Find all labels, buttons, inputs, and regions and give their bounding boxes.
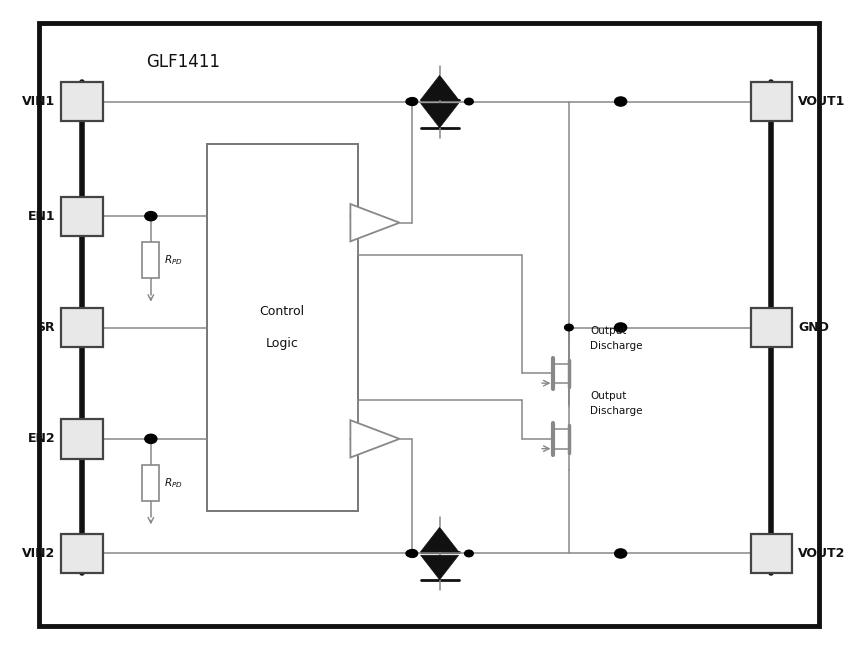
Bar	[61, 196, 102, 236]
Circle shape	[406, 98, 414, 105]
Circle shape	[464, 550, 473, 557]
Bar	[142, 242, 159, 278]
Text: SR: SR	[36, 321, 55, 334]
Polygon shape	[420, 75, 458, 100]
Text: Output: Output	[590, 391, 626, 402]
Text: VOUT1: VOUT1	[797, 95, 845, 108]
Bar	[750, 308, 791, 347]
Circle shape	[614, 323, 626, 332]
Text: Discharge: Discharge	[590, 341, 642, 351]
Text: VIN2: VIN2	[22, 547, 55, 560]
Polygon shape	[420, 103, 458, 128]
Bar	[750, 82, 791, 121]
Bar	[750, 534, 791, 573]
Text: GLF1411: GLF1411	[146, 53, 220, 71]
Circle shape	[406, 550, 418, 557]
Circle shape	[564, 324, 573, 331]
Circle shape	[614, 549, 626, 558]
Circle shape	[464, 98, 473, 105]
Bar	[61, 308, 102, 347]
Bar	[61, 419, 102, 458]
Bar	[61, 534, 102, 573]
Circle shape	[145, 212, 157, 221]
Text: $R_{PD}$: $R_{PD}$	[164, 253, 183, 267]
Text: Logic: Logic	[265, 337, 299, 350]
Bar	[207, 144, 357, 511]
Bar	[61, 82, 102, 121]
Text: VIN1: VIN1	[22, 95, 55, 108]
Polygon shape	[350, 421, 399, 457]
Text: EN2: EN2	[28, 432, 55, 445]
Text: Control: Control	[259, 305, 305, 318]
Text: GND: GND	[797, 321, 828, 334]
Text: Discharge: Discharge	[590, 406, 642, 417]
Text: VOUT2: VOUT2	[797, 547, 845, 560]
Polygon shape	[420, 555, 458, 580]
Circle shape	[614, 97, 626, 106]
Text: EN1: EN1	[28, 210, 55, 223]
Circle shape	[145, 434, 157, 443]
Circle shape	[406, 550, 414, 557]
Text: Output: Output	[590, 326, 626, 336]
Circle shape	[406, 98, 418, 105]
Text: $R_{PD}$: $R_{PD}$	[164, 476, 183, 490]
Polygon shape	[350, 204, 399, 241]
Bar	[142, 465, 159, 501]
Polygon shape	[420, 527, 458, 552]
